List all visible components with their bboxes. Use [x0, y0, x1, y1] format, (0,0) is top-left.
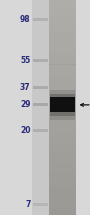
Bar: [49, 22, 76, 26]
Bar: [49, 172, 76, 176]
Bar: [49, 82, 76, 86]
Bar: [50, 90, 75, 120]
Bar: [49, 103, 76, 108]
Bar: [49, 43, 76, 47]
Bar: [49, 189, 76, 194]
Bar: [49, 9, 76, 13]
Bar: [49, 150, 76, 155]
Bar: [33, 203, 48, 206]
Bar: [49, 155, 76, 159]
Bar: [49, 90, 76, 95]
Bar: [49, 17, 76, 22]
Bar: [49, 206, 76, 211]
Text: 98: 98: [20, 15, 31, 24]
Text: 20: 20: [20, 126, 31, 135]
Bar: [49, 86, 76, 90]
Bar: [49, 77, 76, 82]
Bar: [49, 0, 76, 215]
Bar: [33, 103, 48, 106]
Bar: [32, 0, 49, 215]
Bar: [49, 30, 76, 34]
Bar: [49, 133, 76, 138]
Bar: [49, 60, 76, 64]
Bar: [49, 95, 76, 99]
Bar: [49, 198, 76, 202]
Bar: [49, 108, 76, 112]
Bar: [49, 159, 76, 163]
Bar: [49, 13, 76, 17]
Bar: [49, 56, 76, 60]
Bar: [49, 120, 76, 125]
Bar: [49, 125, 76, 129]
Bar: [49, 69, 76, 73]
Text: 37: 37: [20, 83, 31, 92]
Bar: [49, 26, 76, 30]
Bar: [49, 34, 76, 39]
Bar: [49, 39, 76, 43]
Bar: [49, 99, 76, 103]
Bar: [49, 0, 76, 4]
Bar: [49, 202, 76, 206]
Bar: [49, 211, 76, 215]
Bar: [49, 138, 76, 142]
Bar: [33, 129, 48, 132]
Text: 29: 29: [20, 100, 31, 109]
Bar: [33, 18, 48, 21]
Bar: [49, 112, 76, 116]
Bar: [49, 181, 76, 185]
Bar: [49, 129, 76, 133]
Bar: [50, 97, 75, 112]
Bar: [49, 116, 76, 120]
Bar: [49, 194, 76, 198]
Bar: [49, 64, 76, 69]
Bar: [49, 185, 76, 189]
Bar: [33, 58, 48, 62]
Bar: [50, 94, 75, 116]
Bar: [49, 73, 76, 77]
Bar: [49, 168, 76, 172]
Bar: [49, 47, 76, 52]
Text: 7: 7: [25, 200, 31, 209]
Bar: [49, 4, 76, 9]
Bar: [49, 163, 76, 168]
Bar: [49, 142, 76, 146]
Bar: [49, 52, 76, 56]
Bar: [49, 146, 76, 150]
Bar: [50, 98, 75, 111]
Bar: [33, 86, 48, 89]
Text: 55: 55: [20, 56, 31, 65]
Bar: [49, 176, 76, 181]
